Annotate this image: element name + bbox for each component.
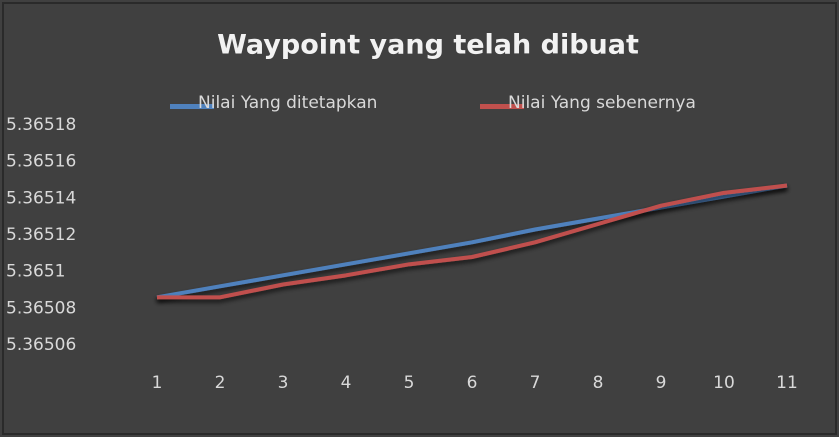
x-tick-label: 2 (215, 373, 226, 393)
x-tick-label: 10 (713, 373, 735, 393)
y-tick-label: 5.36518 (6, 115, 76, 135)
series-line (157, 183, 788, 300)
y-tick-label: 5.36508 (6, 298, 76, 318)
x-tick-label: 4 (341, 373, 352, 393)
x-tick-label: 6 (467, 373, 478, 393)
legend-label: Nilai Yang sebenernya (508, 93, 696, 113)
x-tick-label: 5 (404, 373, 415, 393)
legend-swatch (480, 104, 524, 109)
x-tick-label: 9 (656, 373, 667, 393)
x-tick-label: 11 (776, 373, 798, 393)
legend-label: Nilai Yang ditetapkan (198, 93, 377, 113)
y-tick-label: 5.36506 (6, 335, 76, 355)
y-tick-label: 5.3651 (6, 262, 65, 282)
chart-title: Waypoint yang telah dibuat (217, 30, 639, 61)
legend-swatch (170, 104, 214, 109)
y-tick-label: 5.36514 (6, 188, 76, 208)
x-tick-label: 7 (530, 373, 541, 393)
series-line (156, 183, 788, 300)
y-tick-label: 5.36512 (6, 225, 76, 245)
x-tick-label: 3 (278, 373, 289, 393)
y-tick-label: 5.36516 (6, 152, 76, 172)
x-tick-label: 8 (593, 373, 604, 393)
x-tick-label: 1 (152, 373, 163, 393)
